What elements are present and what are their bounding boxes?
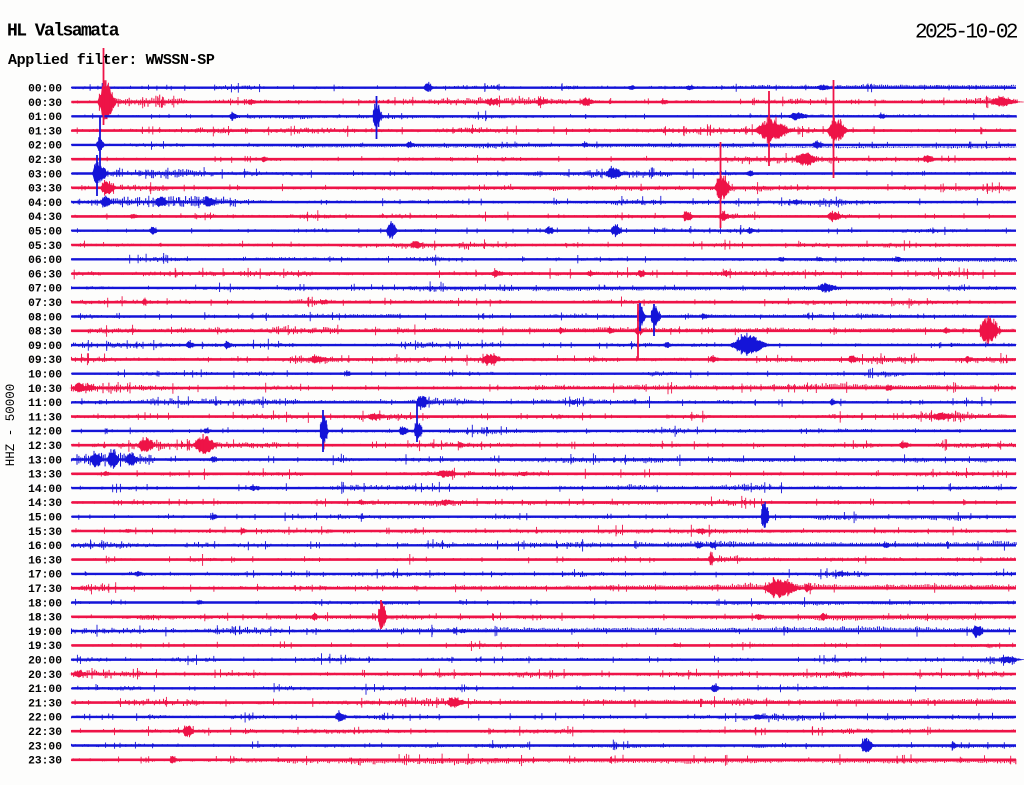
svg-text:09:30: 09:30	[28, 355, 62, 367]
svg-text:10:30: 10:30	[28, 384, 62, 396]
svg-text:08:30: 08:30	[28, 327, 62, 339]
svg-text:02:00: 02:00	[28, 141, 62, 153]
svg-text:18:30: 18:30	[28, 613, 62, 625]
svg-text:07:00: 07:00	[28, 284, 62, 296]
svg-text:15:30: 15:30	[28, 527, 62, 539]
svg-text:2025-10-02: 2025-10-02	[915, 22, 1018, 45]
svg-text:05:30: 05:30	[28, 241, 62, 253]
svg-text:13:30: 13:30	[28, 470, 62, 482]
svg-text:Applied filter: WWSSN-SP: Applied filter: WWSSN-SP	[8, 52, 215, 69]
svg-text:09:00: 09:00	[28, 341, 62, 353]
svg-text:12:00: 12:00	[28, 427, 62, 439]
svg-text:03:30: 03:30	[28, 184, 62, 196]
svg-text:16:30: 16:30	[28, 555, 62, 567]
svg-text:14:30: 14:30	[28, 498, 62, 510]
svg-text:18:00: 18:00	[28, 598, 62, 610]
svg-text:06:00: 06:00	[28, 255, 62, 267]
svg-text:22:30: 22:30	[28, 727, 62, 739]
svg-text:00:00: 00:00	[28, 84, 62, 96]
svg-text:02:30: 02:30	[28, 155, 62, 167]
svg-text:11:30: 11:30	[28, 412, 62, 424]
svg-text:12:30: 12:30	[28, 441, 62, 453]
svg-text:21:00: 21:00	[28, 684, 62, 696]
svg-text:06:30: 06:30	[28, 269, 62, 281]
svg-text:23:30: 23:30	[28, 756, 62, 768]
svg-text:03:00: 03:00	[28, 169, 62, 181]
svg-text:13:00: 13:00	[28, 455, 62, 467]
svg-text:00:30: 00:30	[28, 98, 62, 110]
svg-text:16:00: 16:00	[28, 541, 62, 553]
svg-text:20:30: 20:30	[28, 670, 62, 682]
svg-text:15:00: 15:00	[28, 513, 62, 525]
svg-text:19:00: 19:00	[28, 627, 62, 639]
svg-text:20:00: 20:00	[28, 656, 62, 668]
svg-text:04:30: 04:30	[28, 212, 62, 224]
svg-text:21:30: 21:30	[28, 698, 62, 710]
svg-text:08:00: 08:00	[28, 312, 62, 324]
svg-text:04:00: 04:00	[28, 198, 62, 210]
svg-text:01:30: 01:30	[28, 126, 62, 138]
svg-text:19:30: 19:30	[28, 641, 62, 653]
svg-text:14:00: 14:00	[28, 484, 62, 496]
svg-text:01:00: 01:00	[28, 112, 62, 124]
svg-text:05:00: 05:00	[28, 227, 62, 239]
svg-text:17:30: 17:30	[28, 584, 62, 596]
svg-text:17:00: 17:00	[28, 570, 62, 582]
svg-text:23:00: 23:00	[28, 741, 62, 753]
svg-text:HL Valsamata: HL Valsamata	[7, 22, 120, 42]
svg-text:07:30: 07:30	[28, 298, 62, 310]
svg-text:10:00: 10:00	[28, 370, 62, 382]
svg-text:11:00: 11:00	[28, 398, 62, 410]
svg-text:22:00: 22:00	[28, 713, 62, 725]
svg-text:HHZ - 50000: HHZ - 50000	[4, 384, 18, 467]
